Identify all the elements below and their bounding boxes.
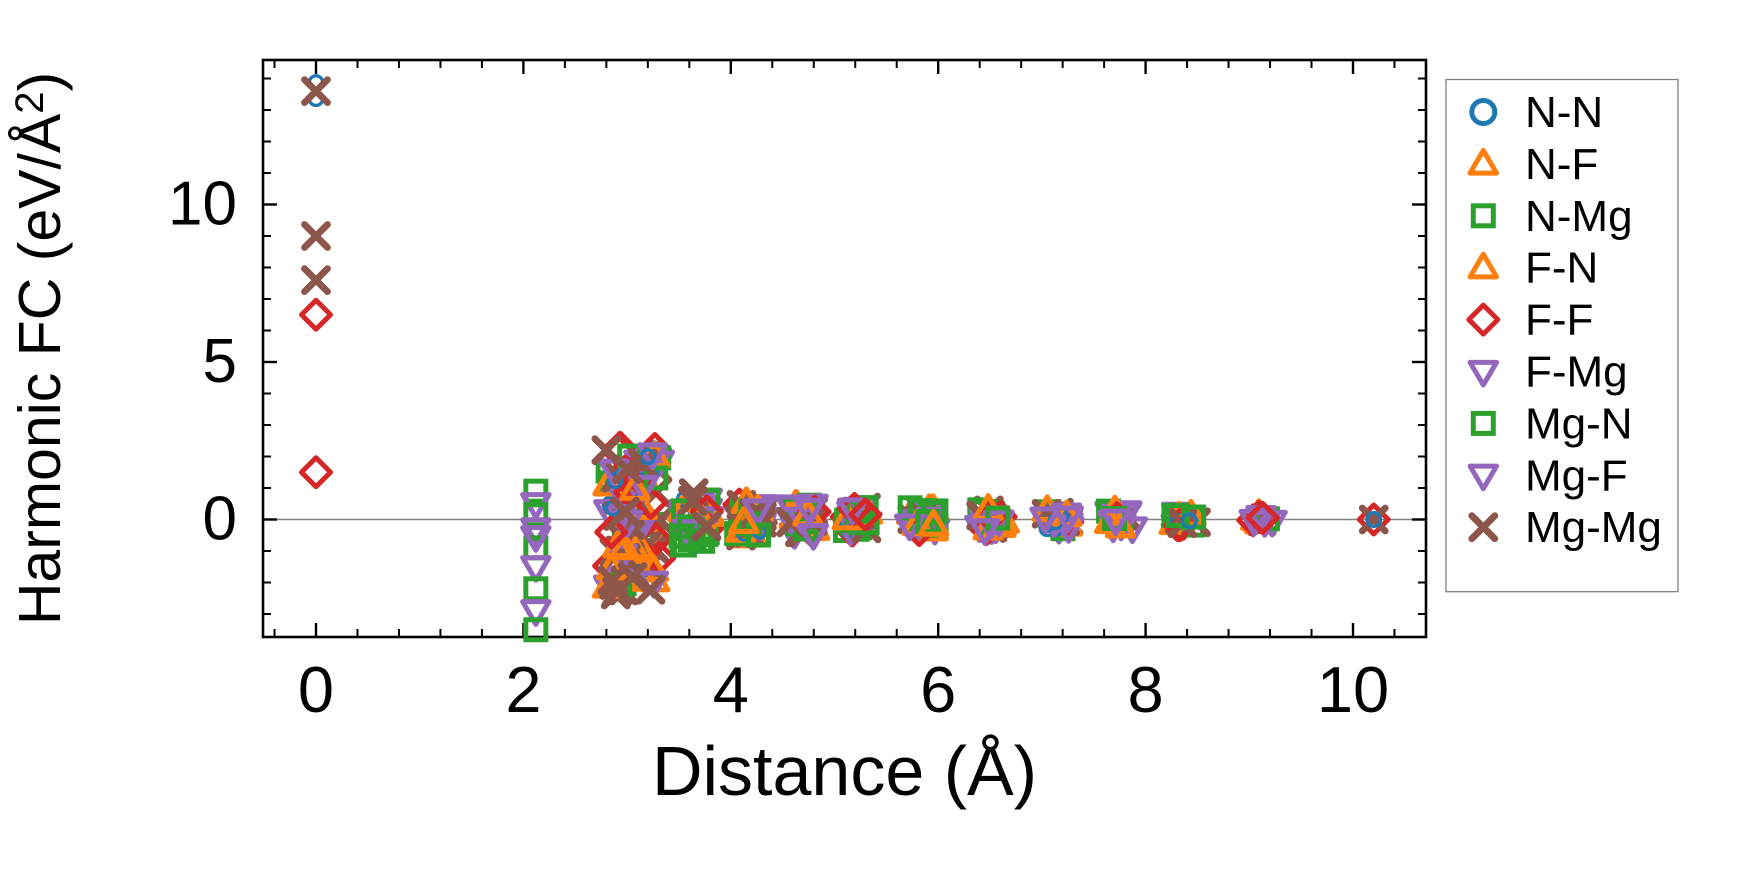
svg-text:0: 0	[203, 485, 237, 554]
svg-text:0: 0	[298, 653, 334, 726]
svg-text:Distance (Å): Distance (Å)	[652, 732, 1037, 810]
svg-text:6: 6	[920, 653, 956, 726]
svg-text:N-N: N-N	[1525, 88, 1603, 137]
svg-text:4: 4	[713, 653, 749, 726]
svg-text:10: 10	[1317, 653, 1389, 726]
svg-text:Mg-Mg: Mg-Mg	[1525, 503, 1662, 552]
svg-text:Mg-N: Mg-N	[1525, 399, 1633, 448]
svg-text:F-Mg: F-Mg	[1525, 348, 1628, 397]
svg-text:Harmonic FC (eV/Å2): Harmonic FC (eV/Å2)	[7, 72, 73, 625]
svg-text:5: 5	[203, 327, 237, 396]
svg-text:2: 2	[505, 653, 541, 726]
svg-text:F-N: F-N	[1525, 244, 1598, 293]
svg-text:8: 8	[1128, 653, 1164, 726]
svg-text:10: 10	[168, 170, 237, 239]
svg-text:N-Mg: N-Mg	[1525, 192, 1633, 241]
svg-text:F-F: F-F	[1525, 296, 1593, 345]
svg-text:Mg-F: Mg-F	[1525, 451, 1628, 500]
svg-text:N-F: N-F	[1525, 140, 1598, 189]
